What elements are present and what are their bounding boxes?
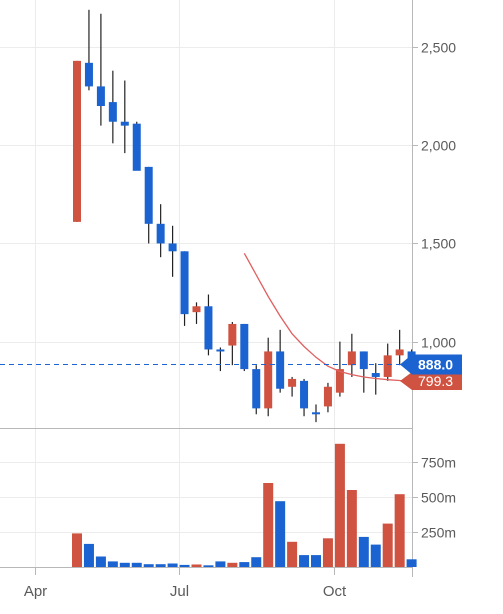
candle-body bbox=[96, 86, 105, 107]
price-tick-label: 2,500 bbox=[421, 40, 456, 56]
ma-value-badge: 799.3 bbox=[400, 372, 462, 391]
candle-body bbox=[132, 123, 141, 171]
x-tick-label: Apr bbox=[24, 583, 47, 600]
candle-body bbox=[300, 380, 309, 409]
candle-body bbox=[84, 62, 93, 87]
candle-body bbox=[216, 349, 225, 352]
candle-body bbox=[323, 386, 332, 407]
candle-body bbox=[204, 306, 213, 350]
volume-bar bbox=[346, 490, 357, 567]
volume-bar bbox=[95, 556, 106, 567]
volume-bar bbox=[382, 523, 393, 567]
moving-average-line bbox=[243, 252, 412, 382]
ma-badge-shape bbox=[400, 372, 462, 391]
last-price-label: 888.0 bbox=[418, 357, 453, 373]
volume-bar bbox=[191, 564, 202, 567]
candle-body bbox=[312, 412, 320, 415]
volume-bar bbox=[251, 557, 262, 567]
ma-value-label: 799.3 bbox=[418, 373, 453, 389]
candle-body bbox=[144, 166, 153, 224]
price-tick-label: 1,000 bbox=[421, 335, 456, 351]
volume-bar bbox=[263, 483, 274, 567]
candle-body bbox=[252, 369, 261, 409]
price-badge-shape bbox=[400, 354, 462, 375]
volume-bar bbox=[311, 555, 321, 567]
candle-body bbox=[156, 223, 165, 244]
volume-bar bbox=[239, 562, 250, 567]
candlesticks bbox=[73, 9, 416, 423]
volume-bar bbox=[167, 563, 178, 567]
price-tick-label: 1,500 bbox=[421, 236, 456, 252]
volume-bar bbox=[334, 443, 345, 567]
candle-body bbox=[359, 351, 368, 370]
volume-tick-label: 500m bbox=[421, 490, 456, 506]
last-price-badge: 888.0 bbox=[400, 354, 462, 375]
candle-body bbox=[108, 102, 117, 122]
candle-body bbox=[335, 369, 344, 393]
volume-bar bbox=[322, 538, 333, 567]
candle-body bbox=[288, 378, 297, 387]
volume-bar bbox=[107, 561, 118, 567]
candle-body bbox=[168, 243, 177, 252]
volume-bar bbox=[203, 565, 214, 567]
candle-body bbox=[192, 306, 201, 313]
candle-body bbox=[228, 323, 237, 346]
x-tick-label: Jul bbox=[170, 583, 189, 600]
candle-body bbox=[73, 60, 81, 222]
volume-bar bbox=[83, 543, 94, 567]
volume-bar bbox=[287, 541, 298, 567]
volume-tick-label: 250m bbox=[421, 525, 456, 541]
candle-body bbox=[120, 121, 129, 126]
volume-bar bbox=[370, 544, 381, 567]
volume-bar bbox=[155, 564, 166, 567]
grid-lines bbox=[0, 0, 412, 567]
volume-bar bbox=[227, 562, 238, 567]
candle-body bbox=[383, 355, 392, 377]
candle-body bbox=[371, 373, 380, 377]
candle-body bbox=[240, 323, 249, 370]
price-tick-label: 2,000 bbox=[421, 138, 456, 154]
volume-bar bbox=[143, 564, 154, 567]
x-tick-label: Oct bbox=[323, 583, 347, 600]
volume-bar bbox=[215, 561, 226, 567]
volume-bars bbox=[72, 443, 417, 567]
volume-bar bbox=[299, 555, 310, 567]
volume-bar bbox=[406, 559, 417, 567]
candle-body bbox=[180, 251, 189, 315]
candle-body bbox=[276, 351, 285, 389]
volume-bar bbox=[131, 562, 142, 567]
candle-body bbox=[347, 351, 356, 366]
volume-bar bbox=[119, 562, 130, 567]
volume-bar bbox=[275, 501, 286, 567]
candle-body bbox=[395, 349, 404, 356]
volume-bar bbox=[358, 536, 369, 567]
volume-tick-label: 750m bbox=[421, 455, 456, 471]
volume-bar bbox=[72, 533, 82, 567]
volume-bar bbox=[394, 494, 405, 567]
volume-bar bbox=[179, 564, 190, 567]
candle-body bbox=[264, 351, 273, 409]
